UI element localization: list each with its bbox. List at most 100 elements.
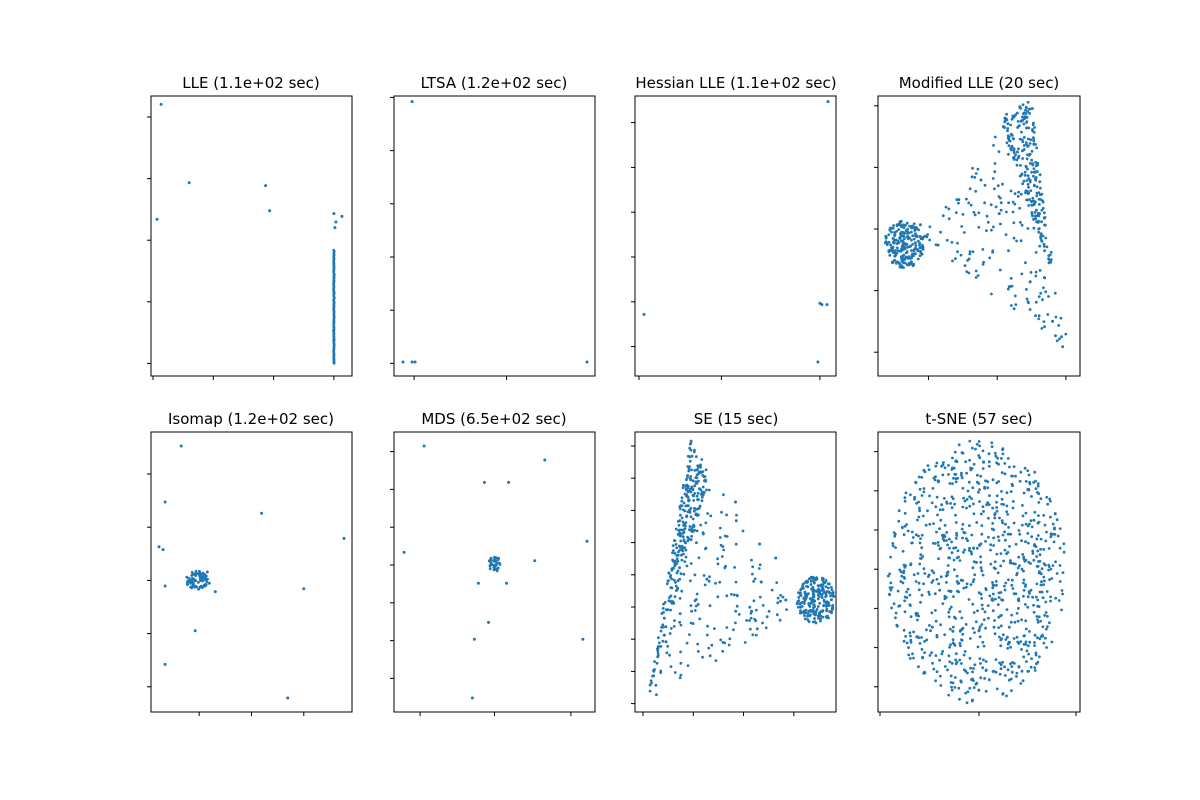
modified-lle-cloud-point bbox=[1037, 219, 1040, 223]
se-cloud-point bbox=[654, 683, 658, 687]
se-cloud-point bbox=[688, 633, 691, 636]
axes-frame-ltsa bbox=[393, 95, 596, 377]
se-cloud-point bbox=[668, 596, 671, 599]
modified-lle-cloud-point bbox=[974, 172, 978, 175]
se-cloud-point bbox=[694, 476, 698, 479]
t-sne-cloud-point bbox=[901, 549, 905, 553]
t-sne-cloud-point bbox=[976, 473, 979, 477]
modified-lle-cloud-point bbox=[1015, 163, 1019, 167]
se-cloud-point bbox=[659, 645, 663, 648]
se-cloud-point bbox=[816, 597, 820, 601]
modified-lle-cloud-point bbox=[1009, 304, 1013, 307]
modified-lle-cloud-point bbox=[1013, 294, 1017, 298]
modified-lle-cloud-point bbox=[891, 226, 895, 230]
modified-lle-cloud-point bbox=[1043, 211, 1046, 215]
se-cloud-point bbox=[725, 513, 728, 517]
modified-lle-cloud-point bbox=[1034, 314, 1037, 318]
t-sne-cloud-point bbox=[1055, 518, 1059, 522]
t-sne-cloud-point bbox=[963, 650, 967, 653]
t-sne-cloud-point bbox=[983, 677, 986, 680]
t-sne-cloud-point bbox=[977, 591, 981, 595]
modified-lle-cloud-point bbox=[1005, 112, 1008, 116]
t-sne-cloud-point bbox=[957, 443, 961, 447]
modified-lle-cloud-point bbox=[1043, 249, 1046, 253]
se-cloud-point bbox=[732, 593, 736, 597]
t-sne-cloud-point bbox=[960, 527, 964, 531]
modified-lle-cloud-point bbox=[1003, 116, 1007, 120]
se-cloud-point bbox=[704, 546, 708, 550]
t-sne-cloud-point bbox=[943, 466, 947, 470]
se-cloud-point bbox=[824, 594, 828, 597]
t-sne-cloud-point bbox=[909, 493, 912, 497]
t-sne-cloud-point bbox=[918, 642, 922, 645]
t-sne-cloud-point bbox=[904, 635, 907, 638]
se-data-point bbox=[724, 564, 727, 568]
modified-lle-cloud-point bbox=[1041, 234, 1045, 238]
se-cloud-point bbox=[706, 512, 709, 515]
se-cloud-point bbox=[670, 577, 674, 581]
se-cloud-point bbox=[808, 605, 812, 608]
se-cloud-point bbox=[662, 625, 665, 629]
se-cloud-point bbox=[720, 510, 723, 514]
t-sne-cloud-point bbox=[1051, 522, 1055, 526]
modified-lle-cloud-point bbox=[1032, 121, 1035, 125]
se-cloud-point bbox=[748, 627, 752, 631]
modified-lle-cloud-point bbox=[993, 170, 997, 174]
se-cloud-point bbox=[691, 487, 694, 490]
modified-lle-cloud-point bbox=[1028, 178, 1032, 182]
t-sne-cloud-point bbox=[939, 623, 942, 627]
t-sne-cloud-point bbox=[908, 657, 912, 660]
t-sne-cloud-point bbox=[1006, 668, 1010, 672]
t-sne-cloud-point bbox=[962, 550, 965, 554]
t-sne-cloud-point bbox=[912, 656, 915, 660]
subplot-title-modified-lle: Modified LLE (20 sec) bbox=[899, 74, 1060, 92]
modified-lle-cloud-point bbox=[918, 241, 922, 245]
t-sne-cloud-point bbox=[1049, 595, 1052, 599]
se-cloud-point bbox=[689, 579, 692, 583]
t-sne-cloud-point bbox=[991, 609, 995, 613]
se-cloud-point bbox=[661, 639, 665, 643]
modified-lle-cloud-point bbox=[1034, 300, 1038, 304]
t-sne-cloud-point bbox=[996, 603, 1000, 606]
t-sne-cloud-point bbox=[972, 560, 976, 563]
t-sne-cloud-point bbox=[1031, 552, 1035, 555]
t-sne-cloud-point bbox=[967, 598, 971, 601]
t-sne-cloud-point bbox=[981, 607, 984, 611]
mds-data-point bbox=[487, 620, 490, 624]
se-cloud-point bbox=[659, 629, 663, 633]
se-cloud-point bbox=[699, 488, 702, 491]
t-sne-cloud-point bbox=[947, 610, 951, 614]
t-sne-cloud-point bbox=[996, 571, 1000, 575]
se-cloud-point bbox=[803, 614, 806, 617]
t-sne-cloud-point bbox=[948, 645, 951, 649]
modified-lle-cloud-point bbox=[897, 223, 900, 227]
t-sne-cloud-point bbox=[1024, 511, 1028, 515]
se-cloud-point bbox=[694, 480, 698, 484]
se-cloud-point bbox=[688, 537, 691, 541]
se-cloud-point bbox=[816, 605, 820, 608]
se-cloud-point bbox=[656, 655, 660, 659]
t-sne-cloud-point bbox=[891, 542, 895, 545]
t-sne-cloud-point bbox=[1039, 583, 1043, 587]
se-cloud-point bbox=[673, 552, 677, 555]
t-sne-cloud-point bbox=[1012, 562, 1015, 565]
t-sne-cloud-point bbox=[1025, 660, 1028, 663]
modified-lle-cloud-point bbox=[1039, 236, 1043, 240]
mds-data-point bbox=[507, 480, 511, 484]
t-sne-cloud-point bbox=[917, 475, 921, 479]
t-sne-cloud-point bbox=[1054, 560, 1057, 564]
t-sne-cloud-point bbox=[1012, 662, 1016, 665]
t-sne-cloud-point bbox=[1009, 620, 1013, 624]
modified-lle-cloud-point bbox=[893, 249, 897, 252]
t-sne-cloud-point bbox=[1012, 521, 1016, 525]
t-sne-cloud-point bbox=[957, 590, 960, 594]
se-cloud-point bbox=[686, 474, 689, 477]
isomap-cloud-point bbox=[187, 576, 191, 580]
se-cloud-point bbox=[700, 458, 704, 461]
se-cloud-point bbox=[692, 499, 696, 502]
modified-lle-cloud-point bbox=[1016, 111, 1019, 115]
modified-lle-data-point bbox=[918, 223, 922, 227]
t-sne-cloud-point bbox=[951, 638, 955, 642]
mds-cloud-point bbox=[488, 564, 492, 568]
modified-lle-cloud-point bbox=[916, 257, 920, 261]
